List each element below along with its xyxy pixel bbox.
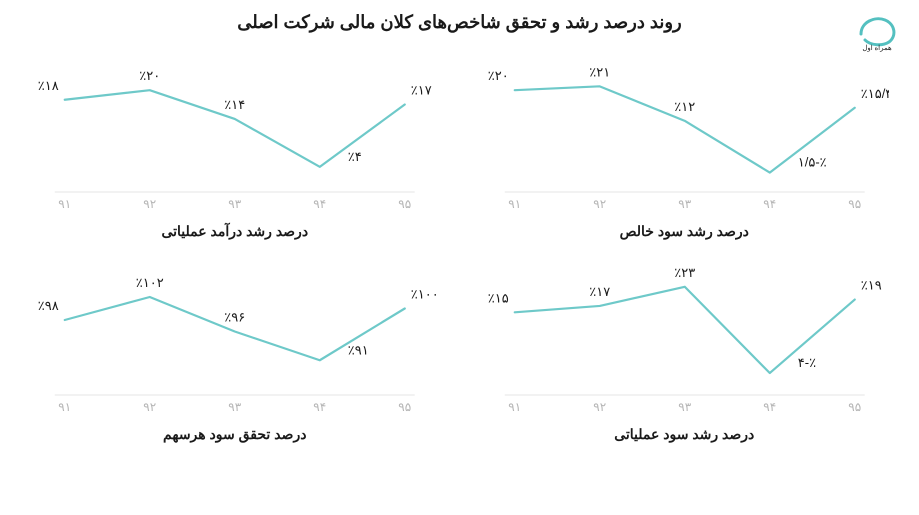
x-tick-label: ۹۲ <box>593 197 606 211</box>
chart-svg: ۹۱ ۹۲ ۹۳ ۹۴ ۹۵ ٪۱۸ ٪۲۰ ٪۱۴ ٪۴ ٪۱۷ <box>30 51 440 221</box>
point-label: ٪-۴ <box>797 355 815 370</box>
x-tick-label: ۹۴ <box>763 400 776 414</box>
point-label: ٪۱۸ <box>38 78 59 93</box>
x-tick-label: ۹۳ <box>228 400 241 414</box>
brand-logo: همراه اول <box>853 10 901 52</box>
point-label: ٪۹۶ <box>224 310 245 325</box>
point-label: ٪-۱/۵ <box>797 155 826 170</box>
chart-net-profit-growth: ۹۱ ۹۲ ۹۳ ۹۴ ۹۵ ٪۲۰ ٪۲۱ ٪۱۲ ٪-۱/۵ ٪۱۵/۴ درصد رشد … <box>480 51 890 240</box>
chart-title: درصد رشد سود خالص <box>620 223 749 240</box>
x-tick-label: ۹۲ <box>143 197 156 211</box>
x-tick-label: ۹۲ <box>593 400 606 414</box>
point-label: ٪۱۰۰ <box>411 287 439 302</box>
x-tick-label: ۹۵ <box>848 400 861 414</box>
chart-title: درصد رشد درآمد عملیاتی <box>161 223 308 240</box>
point-label: ٪۴ <box>348 149 362 164</box>
point-label: ٪۱۴ <box>224 97 245 112</box>
x-tick-label: ۹۵ <box>848 197 861 211</box>
point-label: ٪۱۹ <box>860 278 881 293</box>
point-label: ٪۱۷ <box>589 284 610 299</box>
point-label: ٪۲۰ <box>139 68 160 83</box>
point-label: ٪۲۳ <box>674 265 695 280</box>
point-label: ٪۱۵/۴ <box>860 86 889 101</box>
chart-op-profit-growth: ۹۱ ۹۲ ۹۳ ۹۴ ۹۵ ٪۱۵ ٪۱۷ ٪۲۳ ٪-۴ ٪۱۹ درصد رشد سود … <box>480 254 890 443</box>
point-label: ٪۱۷ <box>411 83 432 98</box>
point-label: ٪۹۱ <box>348 342 369 357</box>
chart-eps-realization: ۹۱ ۹۲ ۹۳ ۹۴ ۹۵ ٪۹۸ ٪۱۰۲ ٪۹۶ ٪۹۱ ٪۱۰۰ درصد تحقق س… <box>30 254 440 443</box>
point-label: ٪۲۱ <box>589 64 610 79</box>
chart-svg: ۹۱ ۹۲ ۹۳ ۹۴ ۹۵ ٪۹۸ ٪۱۰۲ ٪۹۶ ٪۹۱ ٪۱۰۰ <box>30 254 440 424</box>
x-tick-label: ۹۱ <box>508 197 521 211</box>
charts-grid: ۹۱ ۹۲ ۹۳ ۹۴ ۹۵ ٪۱۸ ٪۲۰ ٪۱۴ ٪۴ ٪۱۷ درصد رشد درآمد… <box>0 41 919 443</box>
point-label: ٪۱۵ <box>487 290 508 305</box>
point-label: ٪۱۲ <box>674 99 695 114</box>
x-tick-label: ۹۴ <box>313 400 326 414</box>
x-tick-label: ۹۵ <box>398 197 411 211</box>
point-label: ٪۹۸ <box>38 298 59 313</box>
x-tick-label: ۹۱ <box>58 400 71 414</box>
chart-op-income-growth: ۹۱ ۹۲ ۹۳ ۹۴ ۹۵ ٪۱۸ ٪۲۰ ٪۱۴ ٪۴ ٪۱۷ درصد رشد درآمد… <box>30 51 440 240</box>
x-tick-label: ۹۴ <box>763 197 776 211</box>
x-tick-label: ۹۳ <box>228 197 241 211</box>
x-tick-label: ۹۲ <box>143 400 156 414</box>
x-tick-label: ۹۵ <box>398 400 411 414</box>
point-label: ٪۲۰ <box>487 68 508 83</box>
chart-title: درصد تحقق سود هرسهم <box>163 426 306 443</box>
chart-svg: ۹۱ ۹۲ ۹۳ ۹۴ ۹۵ ٪۲۰ ٪۲۱ ٪۱۲ ٪-۱/۵ ٪۱۵/۴ <box>480 51 890 221</box>
page-title: روند درصد رشد و تحقق شاخص‌های کلان مالی … <box>237 12 681 33</box>
point-label: ٪۱۰۲ <box>136 275 164 290</box>
chart-svg: ۹۱ ۹۲ ۹۳ ۹۴ ۹۵ ٪۱۵ ٪۱۷ ٪۲۳ ٪-۴ ٪۱۹ <box>480 254 890 424</box>
x-tick-label: ۹۳ <box>678 197 691 211</box>
logo-text: همراه اول <box>862 44 892 52</box>
x-tick-label: ۹۳ <box>678 400 691 414</box>
chart-title: درصد رشد سود عملیاتی <box>614 426 754 443</box>
x-tick-label: ۹۴ <box>313 197 326 211</box>
x-tick-label: ۹۱ <box>58 197 71 211</box>
x-tick-label: ۹۱ <box>508 400 521 414</box>
